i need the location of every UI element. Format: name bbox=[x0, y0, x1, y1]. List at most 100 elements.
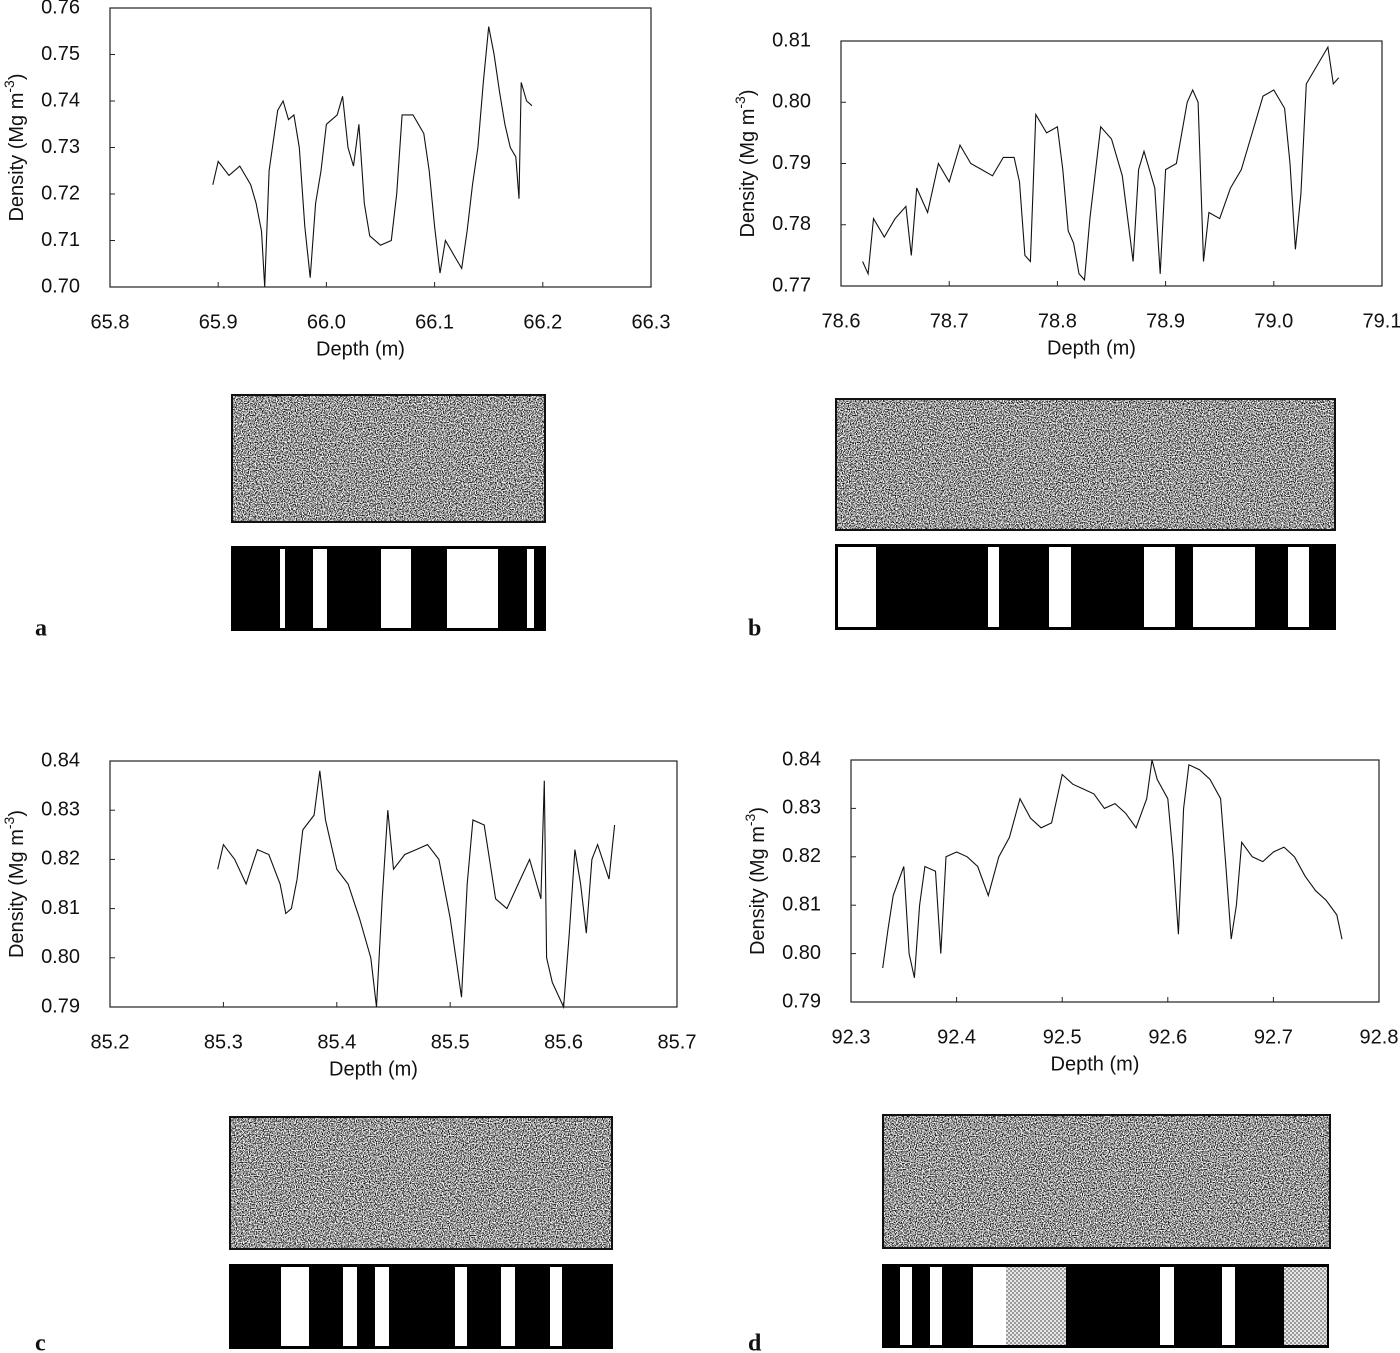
layer-bar bbox=[883, 1265, 1328, 1347]
y-axis-label-part: ) bbox=[737, 89, 759, 96]
x-axis-label: Depth (m) bbox=[1051, 1053, 1140, 1075]
y-axis-label: Density (Mg m-3) bbox=[742, 807, 770, 955]
x-tick-label: 66.1 bbox=[415, 311, 454, 333]
core-image bbox=[232, 395, 545, 522]
x-tick-label: 78.9 bbox=[1146, 310, 1185, 332]
y-tick-label: 0.83 bbox=[782, 797, 821, 819]
y-tick-label: 0.73 bbox=[41, 136, 80, 158]
y-tick-label: 0.71 bbox=[41, 229, 80, 251]
core-image bbox=[230, 1117, 612, 1249]
x-tick-label: 78.6 bbox=[822, 310, 861, 332]
y-tick-label: 0.81 bbox=[782, 893, 821, 915]
y-tick-label: 0.76 bbox=[41, 0, 80, 18]
core-image-frame bbox=[882, 1114, 1331, 1249]
layer-white bbox=[343, 1267, 357, 1346]
plot-frame bbox=[840, 40, 1383, 287]
y-axis-label-part: Density (Mg m bbox=[747, 826, 769, 955]
density-line bbox=[882, 759, 1343, 978]
layer-white bbox=[973, 1267, 1006, 1345]
x-tick-label: 66.0 bbox=[307, 311, 346, 333]
y-axis-label-part: ) bbox=[747, 807, 769, 814]
layer-bar bbox=[836, 545, 1335, 629]
layer-white bbox=[527, 549, 534, 628]
y-tick-label: 0.84 bbox=[782, 748, 821, 770]
y-tick-label: 0.74 bbox=[41, 89, 80, 111]
x-tick-label: 85.2 bbox=[91, 1031, 130, 1053]
layer-white bbox=[1160, 1267, 1174, 1345]
y-axis-label-part: ) bbox=[6, 810, 28, 817]
y-axis-label-part: -3 bbox=[732, 96, 748, 109]
y-tick-label: 0.81 bbox=[41, 897, 80, 919]
x-axis-label: Depth (m) bbox=[1047, 337, 1136, 359]
y-axis-label-part: Density (Mg m bbox=[6, 93, 28, 222]
x-tick-label: 78.7 bbox=[930, 310, 969, 332]
layer-white bbox=[455, 1267, 467, 1346]
x-tick-label: 92.4 bbox=[937, 1026, 976, 1048]
layer-white bbox=[381, 549, 411, 628]
y-axis-label-part: Density (Mg m bbox=[6, 829, 28, 958]
x-tick-label: 85.4 bbox=[317, 1031, 356, 1053]
layer-white bbox=[280, 549, 285, 628]
y-tick-label: 0.83 bbox=[41, 798, 80, 820]
layer-white bbox=[550, 1267, 562, 1346]
y-tick-label: 0.79 bbox=[41, 995, 80, 1017]
layer-stipple bbox=[1284, 1267, 1327, 1345]
panel-label: c bbox=[35, 1331, 46, 1353]
layer-white bbox=[1193, 547, 1255, 627]
y-axis-label: Density (Mg m-3) bbox=[1, 810, 29, 958]
layer-white bbox=[281, 1267, 309, 1346]
plot-frame bbox=[850, 759, 1380, 1003]
layer-stipple bbox=[1006, 1267, 1066, 1345]
x-tick-label: 78.8 bbox=[1038, 310, 1077, 332]
y-tick-label: 0.79 bbox=[772, 152, 811, 174]
y-tick-label: 0.78 bbox=[772, 213, 811, 235]
layer-white bbox=[988, 547, 999, 627]
y-tick-label: 0.81 bbox=[772, 29, 811, 51]
x-tick-label: 92.6 bbox=[1148, 1026, 1187, 1048]
x-axis-label: Depth (m) bbox=[329, 1058, 418, 1080]
layer-white bbox=[900, 1267, 912, 1345]
panel-label: d bbox=[748, 1331, 762, 1353]
layer-bar-frame bbox=[231, 546, 546, 631]
x-axis-label: Depth (m) bbox=[316, 338, 405, 360]
panel-label: a bbox=[35, 616, 47, 642]
layer-white bbox=[1049, 547, 1071, 627]
y-axis-label-part: ) bbox=[6, 73, 28, 80]
layer-white bbox=[1144, 547, 1175, 627]
y-tick-label: 0.82 bbox=[41, 848, 80, 870]
layer-white bbox=[313, 549, 327, 628]
panel-label: b bbox=[748, 616, 761, 642]
x-tick-label: 79.0 bbox=[1254, 310, 1293, 332]
x-tick-label: 92.5 bbox=[1043, 1026, 1082, 1048]
x-tick-label: 85.6 bbox=[544, 1031, 583, 1053]
layer-white bbox=[501, 1267, 515, 1346]
density-line bbox=[212, 26, 533, 288]
x-tick-label: 66.2 bbox=[523, 311, 562, 333]
y-axis-label-part: -3 bbox=[1, 80, 17, 93]
layer-white bbox=[1288, 547, 1309, 627]
x-tick-label: 65.8 bbox=[91, 311, 130, 333]
y-axis-label: Density (Mg m-3) bbox=[1, 73, 29, 221]
y-tick-label: 0.75 bbox=[41, 43, 80, 65]
core-image-frame bbox=[835, 398, 1336, 531]
y-axis-label-part: Density (Mg m bbox=[737, 109, 759, 238]
core-image-frame bbox=[229, 1116, 613, 1250]
y-axis-label-part: -3 bbox=[1, 816, 17, 829]
y-tick-label: 0.70 bbox=[41, 275, 80, 297]
core-image bbox=[836, 399, 1335, 530]
layer-white bbox=[1222, 1267, 1235, 1345]
core-image bbox=[883, 1115, 1330, 1248]
layer-white bbox=[838, 547, 876, 627]
x-tick-label: 85.3 bbox=[204, 1031, 243, 1053]
plot-frame bbox=[109, 760, 678, 1008]
layer-bar-frame bbox=[229, 1264, 613, 1349]
x-tick-label: 92.3 bbox=[832, 1026, 871, 1048]
y-tick-label: 0.79 bbox=[782, 990, 821, 1012]
x-tick-label: 66.3 bbox=[632, 311, 671, 333]
y-tick-label: 0.82 bbox=[782, 845, 821, 867]
y-tick-label: 0.80 bbox=[41, 946, 80, 968]
core-image-frame bbox=[231, 394, 546, 523]
x-tick-label: 65.9 bbox=[199, 311, 238, 333]
